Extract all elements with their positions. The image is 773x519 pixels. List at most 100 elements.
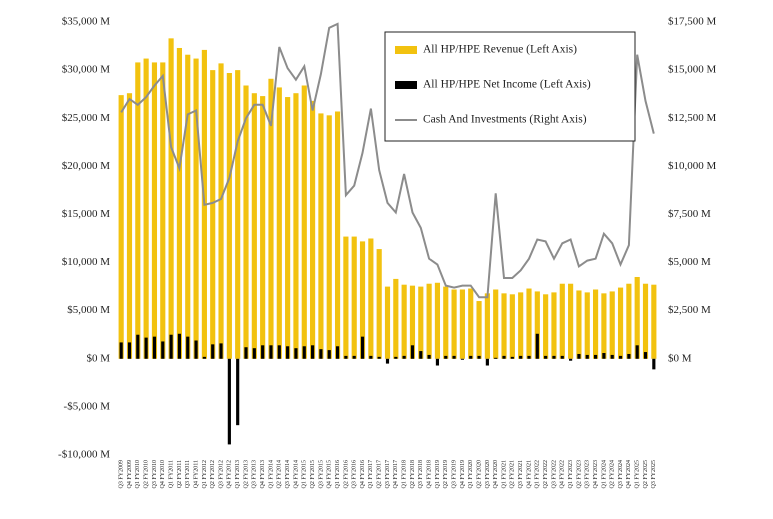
bar (186, 336, 190, 359)
bar (526, 288, 532, 359)
x-tick-label: Q1 FY2011 (168, 460, 174, 488)
x-tick-label: Q1 FY2019 (435, 460, 441, 489)
bar (294, 348, 298, 359)
bar (136, 334, 140, 359)
bar (618, 355, 623, 359)
x-tick-label: Q3 FY2020 (485, 460, 491, 489)
y2-tick-label: $17,500 M (668, 16, 717, 28)
y-tick-label: $15,000 M (62, 208, 111, 220)
bar (610, 354, 614, 359)
bar (476, 301, 482, 359)
bar (484, 293, 490, 359)
legend-label: All HP/HPE Revenue (Left Axis) (423, 44, 577, 56)
bar (552, 355, 556, 359)
bar (643, 352, 648, 359)
x-tick-label: Q2 FY2025 (643, 460, 649, 489)
x-tick-label: Q3 FY2021 (518, 460, 524, 489)
bar (559, 283, 565, 359)
bar (335, 346, 340, 359)
x-tick-label: Q2 FY2019 (443, 460, 449, 489)
x-tick-label: Q1 FY2025 (635, 460, 641, 489)
y2-tick-label: $12,500 M (668, 112, 717, 124)
bar (351, 236, 357, 359)
bar (543, 294, 549, 359)
bar (260, 96, 266, 359)
bar (344, 355, 348, 359)
bar (593, 354, 598, 359)
x-tick-label: Q3 FY2024 (618, 460, 624, 489)
bar (418, 286, 424, 359)
x-tick-label: Q2 FY2023 (576, 460, 582, 489)
x-tick-label: Q2 FY2017 (377, 460, 383, 489)
bar (560, 355, 564, 359)
bar (485, 358, 489, 366)
x-tick-label: Q2 FY2011 (177, 460, 183, 488)
y-tick-label: -$10,000 M (58, 449, 110, 461)
bar (119, 342, 123, 359)
y-tick-label: $0 M (86, 352, 110, 364)
x-tick-label: Q3 FY2018 (418, 460, 424, 489)
bar (393, 278, 399, 359)
x-tick-label: Q4 FY2013 (260, 460, 266, 489)
x-tick-label: Q3 FY2014 (285, 460, 291, 489)
x-tick-label: Q1 FY2020 (468, 460, 474, 489)
bar (219, 343, 223, 359)
x-tick-label: Q4 FY2016 (360, 460, 366, 489)
bar (617, 287, 624, 359)
legend-swatch (395, 46, 417, 54)
x-tick-label: Q3 FY2009 (119, 460, 125, 489)
x-tick-label: Q1 FY2015 (302, 460, 308, 489)
x-tick-label: Q2 FY2020 (476, 460, 482, 489)
y-tick-label: $25,000 M (62, 112, 111, 124)
bar (326, 115, 332, 359)
bar (534, 291, 540, 359)
x-tick-label: Q1 FY2012 (202, 460, 208, 489)
bar (352, 355, 356, 359)
legend-label: Cash And Investments (Right Axis) (423, 114, 587, 126)
bar (277, 345, 281, 359)
bar (452, 355, 456, 359)
bar (268, 78, 274, 359)
bar (319, 349, 323, 359)
x-tick-label: Q2 FY2014 (277, 460, 283, 489)
x-tick-label: Q3 FY2017 (385, 460, 391, 489)
bar (135, 62, 141, 359)
x-tick-label: Q3 FY2023 (585, 460, 591, 489)
bar (409, 285, 416, 359)
bar (343, 236, 349, 359)
bar (334, 111, 341, 359)
bar (535, 333, 539, 359)
bar (394, 356, 398, 359)
bar (226, 72, 232, 359)
bar (210, 70, 216, 359)
bar (544, 355, 548, 359)
x-tick-label: Q3 FY2015 (318, 460, 324, 489)
x-tick-label: Q1 FY2017 (368, 460, 374, 489)
x-tick-label: Q4 FY2015 (327, 460, 333, 489)
x-tick-label: Q3 FY2012 (218, 460, 224, 489)
bar (360, 336, 365, 359)
bar (434, 282, 441, 359)
bar (460, 358, 464, 360)
x-tick-label: Q1 FY2010 (135, 460, 141, 489)
bar (151, 62, 158, 359)
bar (301, 85, 307, 359)
bar (602, 353, 606, 359)
x-tick-label: Q4 FY2018 (426, 460, 432, 489)
bar (327, 350, 331, 359)
bar (269, 345, 273, 359)
bar (551, 292, 557, 359)
x-tick-label: Q2 FY2024 (610, 460, 616, 489)
bar (501, 293, 507, 359)
bar (627, 353, 631, 359)
x-tick-label: Q4 FY2009 (127, 460, 133, 489)
bar (286, 346, 290, 359)
bar (176, 47, 183, 359)
y-tick-label: $30,000 M (62, 64, 111, 76)
bar (318, 113, 324, 359)
x-tick-label: Q2 FY2022 (543, 460, 549, 489)
bar (143, 58, 149, 359)
bar (235, 70, 241, 359)
bar (384, 286, 391, 359)
x-tick-label: Q4 FY2021 (526, 460, 532, 489)
